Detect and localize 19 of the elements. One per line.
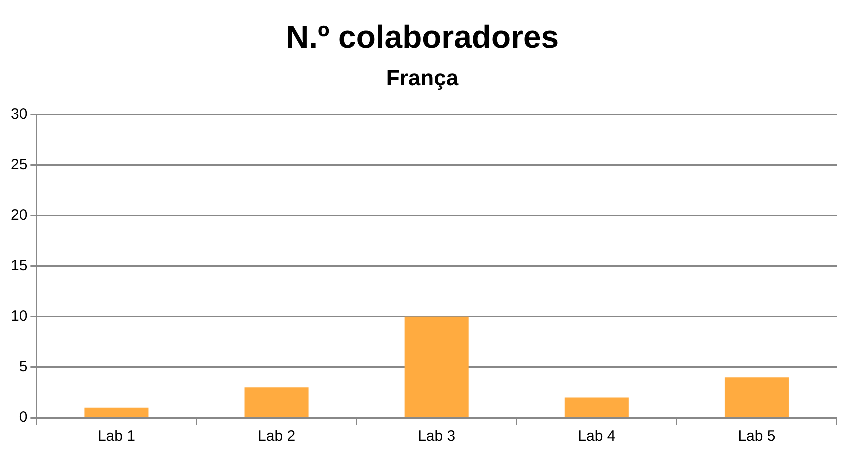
chart-title: N.º colaboradores: [286, 19, 560, 56]
y-tick-label: 0: [19, 409, 28, 426]
x-tick-label: Lab 5: [738, 428, 776, 446]
x-tick-label: Lab 3: [418, 428, 456, 446]
y-tick-label: 30: [10, 106, 28, 123]
y-tick-label: 25: [10, 156, 28, 174]
y-tick-label: 15: [10, 258, 28, 275]
bar: [564, 398, 629, 418]
y-tick-label: 10: [10, 308, 28, 326]
x-tick-label: Lab 4: [578, 428, 616, 446]
x-tick-label: Lab 1: [98, 428, 136, 446]
y-tick-label: 5: [19, 358, 28, 376]
y-tick-label: 20: [10, 207, 28, 224]
x-tick-label: Lab 2: [258, 428, 296, 446]
bar: [84, 408, 149, 418]
chart-subtitle: França: [386, 66, 460, 91]
bar: [724, 378, 789, 418]
bar: [244, 388, 309, 418]
bar: [404, 316, 469, 418]
